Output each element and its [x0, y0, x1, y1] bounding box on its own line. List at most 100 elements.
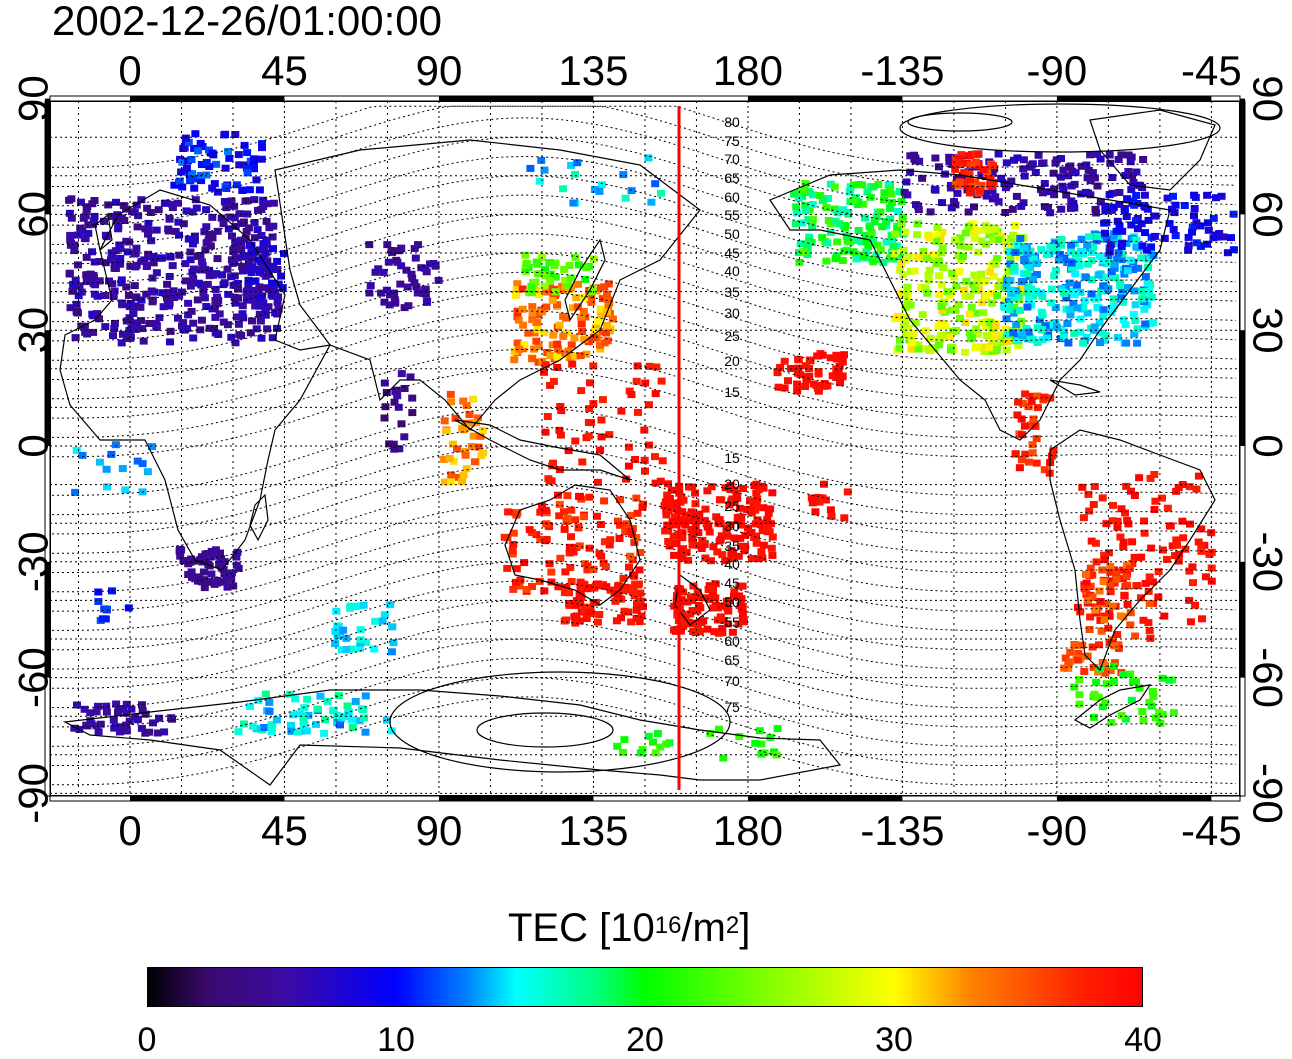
tec-cell	[1035, 316, 1044, 324]
mag-lat-label: 15	[724, 450, 740, 466]
tec-cell	[1113, 256, 1122, 263]
tec-cell	[614, 517, 622, 525]
tec-cell	[805, 233, 814, 241]
tec-cell	[237, 236, 245, 244]
tec-cell	[242, 164, 251, 172]
tec-cell	[1109, 501, 1117, 509]
tec-cell	[1110, 678, 1118, 686]
tec-cell	[412, 283, 421, 291]
tec-cell	[93, 310, 102, 318]
tec-cell	[571, 253, 580, 261]
tec-cell	[248, 317, 256, 325]
tec-cell	[169, 287, 178, 295]
tec-cell	[1006, 260, 1015, 268]
tec-cell	[682, 619, 691, 626]
tec-cell	[251, 302, 260, 310]
tec-cell	[351, 698, 360, 705]
tec-cell	[982, 332, 991, 340]
tec-cell	[595, 187, 604, 195]
tec-cell	[250, 165, 258, 173]
tec-cell	[966, 175, 974, 183]
tec-cell	[747, 509, 756, 517]
tec-cell	[366, 282, 375, 290]
tec-cell	[1141, 273, 1150, 281]
tec-cell	[111, 247, 120, 255]
tec-cell	[932, 231, 941, 239]
tec-cell	[115, 241, 124, 249]
tec-cell	[921, 284, 930, 292]
tec-cell	[1083, 260, 1092, 268]
tec-cell	[566, 564, 575, 572]
tec-cell	[1001, 209, 1010, 216]
tec-cell	[1040, 393, 1049, 401]
tec-cell	[344, 710, 353, 718]
tec-cell	[836, 379, 845, 387]
tec-cell	[732, 490, 741, 498]
mag-lat-contour	[52, 406, 1237, 496]
tec-cell	[589, 565, 598, 573]
tec-cell	[102, 708, 111, 716]
tec-cell	[396, 280, 405, 288]
tec-cell	[736, 513, 745, 521]
tec-cell	[631, 456, 640, 463]
tec-cell	[115, 728, 124, 736]
tec-cell	[730, 593, 738, 601]
tec-cell	[140, 256, 149, 264]
tec-cell	[67, 214, 76, 222]
tec-cell	[1105, 191, 1114, 199]
tec-cell	[747, 555, 756, 563]
tec-cell	[235, 210, 244, 218]
tec-cell	[229, 281, 238, 289]
tec-cell	[1095, 319, 1104, 327]
tec-cell	[561, 568, 570, 576]
tec-cell	[670, 551, 679, 559]
tec-cell	[596, 345, 605, 353]
tec-cell	[1001, 184, 1010, 192]
tec-cell	[994, 198, 1003, 206]
tec-cell	[132, 244, 141, 252]
tec-cell	[1017, 278, 1026, 286]
tec-cell	[1095, 587, 1104, 595]
tec-cell	[238, 310, 247, 318]
tec-cell	[116, 255, 125, 262]
tec-cell	[1037, 185, 1045, 193]
tec-cell	[220, 569, 229, 577]
tec-cell	[1114, 644, 1123, 652]
tec-cell	[723, 532, 732, 540]
tec-cell	[219, 281, 228, 289]
tec-cell	[1000, 303, 1009, 311]
tec-cell	[938, 244, 947, 252]
tec-cell	[805, 189, 814, 197]
lon-tick-bottom: -135	[860, 807, 944, 854]
tec-cell	[590, 333, 599, 341]
tec-cell	[990, 331, 999, 339]
tec-cell	[703, 487, 712, 495]
tec-cell	[200, 554, 209, 562]
tec-cell	[1126, 256, 1135, 264]
tec-cell	[268, 233, 277, 241]
tec-cell	[1059, 166, 1068, 174]
tec-cell	[876, 208, 885, 216]
tec-cell	[1033, 324, 1042, 332]
tec-cell	[1165, 522, 1174, 530]
tec-cell	[584, 608, 593, 616]
tec-cell	[1075, 700, 1084, 708]
tec-cell	[641, 467, 649, 475]
magnetic-latitude-labels: 8075706560555045403530252015152025303540…	[724, 114, 740, 715]
tec-cell	[1086, 564, 1095, 572]
tec-cell	[830, 205, 839, 213]
tec-cell	[413, 289, 422, 297]
tec-cell	[1069, 199, 1078, 207]
tec-cell	[688, 597, 697, 605]
frame-tick-bar	[1240, 561, 1245, 678]
tec-cell	[168, 262, 177, 270]
tec-cell	[571, 601, 580, 609]
tec-cell	[474, 443, 483, 451]
tec-cell	[166, 327, 175, 335]
tec-cell	[1007, 286, 1016, 294]
tec-cell	[897, 197, 906, 205]
tec-cell	[129, 306, 138, 314]
tec-cell	[768, 551, 777, 559]
tec-cell	[1227, 234, 1235, 242]
tec-cell	[549, 331, 558, 339]
